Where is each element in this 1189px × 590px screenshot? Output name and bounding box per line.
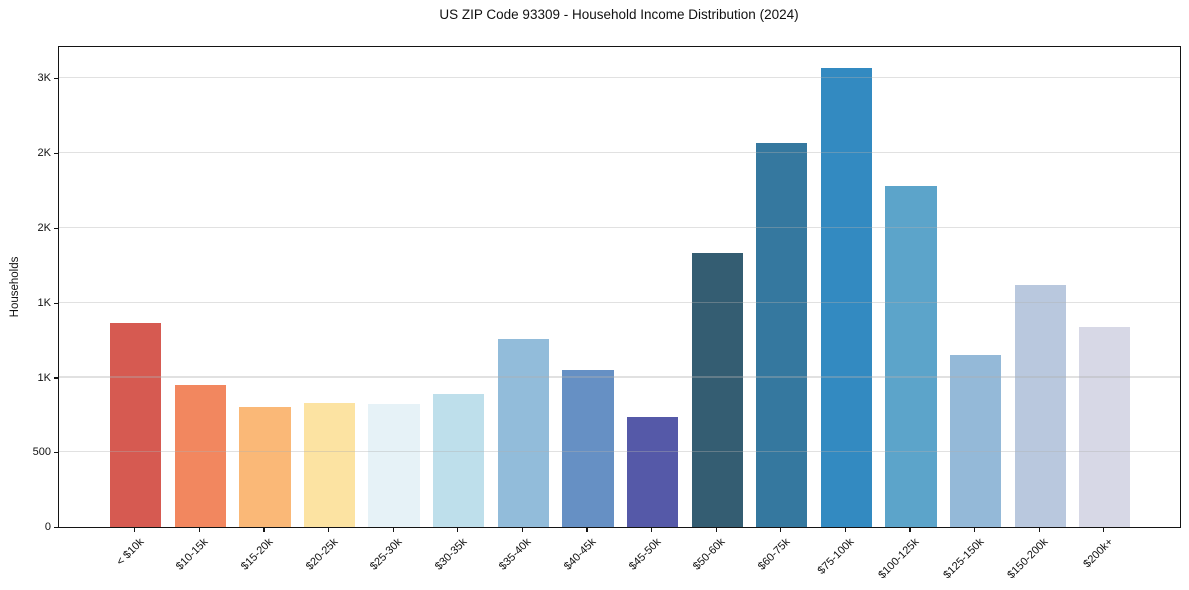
y-tick-label: 500 [32,446,51,459]
gridline [59,151,1180,153]
y-tick-label: 3K [37,71,51,84]
x-tick-mark [263,527,265,533]
y-tick-mark [54,452,58,454]
x-tick-mark [909,527,911,533]
gridline [59,451,1180,453]
x-tick-mark [198,527,200,533]
x-tick-mark [586,527,588,533]
x-tick-mark [134,527,136,533]
gridline [59,226,1180,228]
bar-$200k+ [1079,327,1131,527]
gridline [59,376,1180,378]
x-tick-mark [844,527,846,533]
x-tick-mark [1103,527,1105,533]
x-tick-mark [780,527,782,533]
bar-$125-150k [949,355,1002,527]
y-tick-mark [54,377,58,379]
bar-< $10k [110,322,162,527]
bar-$75-100k [820,67,873,527]
gridline [59,76,1180,78]
x-tick-mark [715,527,717,533]
x-tick-mark [650,527,653,533]
x-tick-mark [521,527,523,533]
y-tick-mark [54,227,58,229]
bar-$25-30k [368,403,420,527]
y-tick-mark [54,77,58,80]
x-tick-mark [327,527,330,533]
x-tick-label: < $10k [114,535,147,568]
y-tick-label: 2K [37,221,51,234]
bar-$150-200k [1014,285,1066,527]
y-tick-mark [54,527,58,529]
y-tick-label: 0 [44,521,51,534]
x-tick-mark [457,527,459,533]
y-tick-label: 2K [37,146,51,159]
bar-$15-20k [239,406,291,527]
gridline [59,301,1180,303]
bar-$30-35k [433,393,485,527]
bar-$50-60k [691,253,743,527]
bar-$35-40k [497,339,549,527]
y-tick-mark [54,152,58,154]
x-tick-mark [1038,527,1040,533]
chart-title: US ZIP Code 93309 - Household Income Dis… [439,7,799,22]
bar-$60-75k [756,142,808,527]
bar-$40-45k [562,369,614,527]
y-tick-label: 1K [37,371,51,384]
plot-area [58,45,1181,528]
x-tick-mark [973,527,976,533]
y-tick-mark [54,302,58,304]
bar-$100-125k [885,185,937,527]
x-tick-mark [392,527,394,533]
bar-$20-25k [303,402,356,527]
y-tick-label: 1K [37,296,51,309]
bar-$45-50k [626,417,679,527]
bar-$10-15k [174,385,226,527]
